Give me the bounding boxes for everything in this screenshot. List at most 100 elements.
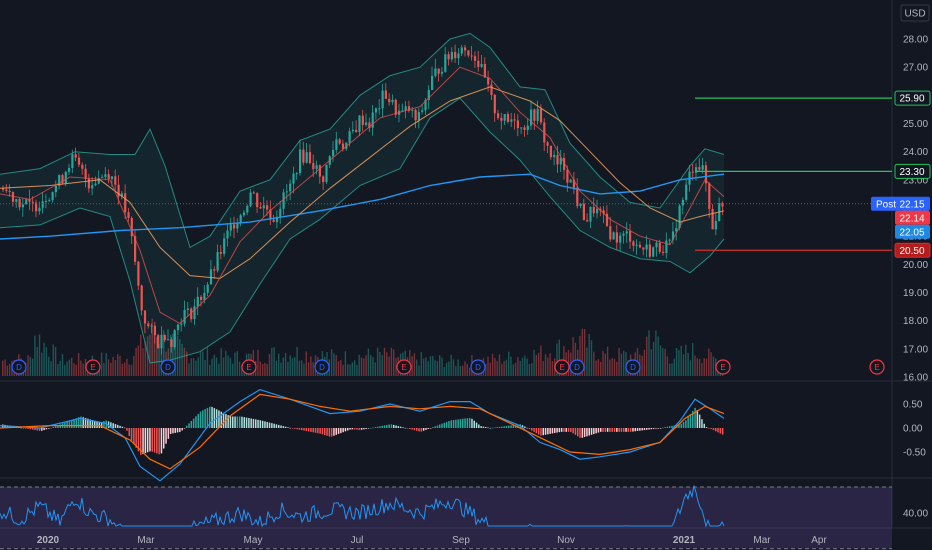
candle[interactable]	[642, 247, 645, 256]
candle[interactable]	[407, 100, 411, 113]
candle[interactable]	[609, 217, 612, 242]
candle[interactable]	[279, 201, 282, 224]
candle[interactable]	[464, 44, 467, 57]
candle[interactable]	[440, 67, 444, 77]
candle[interactable]	[114, 169, 117, 193]
candle[interactable]	[516, 114, 519, 137]
candle[interactable]	[77, 153, 81, 168]
candle[interactable]	[101, 174, 104, 178]
candle[interactable]	[44, 194, 48, 209]
candle[interactable]	[318, 164, 321, 184]
candle[interactable]	[229, 217, 232, 237]
candle[interactable]	[275, 210, 279, 229]
candle[interactable]	[711, 204, 714, 230]
candle[interactable]	[553, 150, 556, 166]
candle[interactable]	[368, 117, 371, 132]
dividend-marker[interactable]: D	[569, 359, 585, 375]
candle[interactable]	[31, 196, 34, 212]
candle[interactable]	[302, 141, 305, 166]
candle[interactable]	[708, 182, 711, 218]
candle[interactable]	[384, 83, 387, 100]
candle[interactable]	[721, 201, 724, 215]
candle[interactable]	[365, 113, 368, 127]
candle[interactable]	[490, 81, 493, 101]
candle[interactable]	[612, 231, 615, 240]
candle[interactable]	[655, 240, 658, 257]
candle[interactable]	[173, 329, 176, 350]
candle[interactable]	[322, 175, 325, 191]
candle[interactable]	[150, 323, 153, 334]
candle[interactable]	[520, 127, 523, 134]
dividend-marker[interactable]: D	[160, 359, 176, 375]
candle[interactable]	[530, 100, 533, 130]
rsi-panel[interactable]: 40.00	[0, 485, 928, 550]
candle[interactable]	[563, 152, 566, 180]
candle[interactable]	[196, 287, 199, 316]
candle[interactable]	[361, 109, 364, 132]
candle[interactable]	[371, 104, 374, 136]
candle[interactable]	[622, 230, 625, 244]
earnings-marker[interactable]: E	[241, 359, 257, 375]
candle[interactable]	[15, 198, 18, 208]
candle[interactable]	[546, 141, 549, 154]
time-axis[interactable]: 2020 Mar May Jul Sep Nov 2021 Mar Apr	[37, 535, 828, 546]
candle[interactable]	[401, 103, 404, 113]
candle[interactable]	[335, 131, 338, 154]
candle[interactable]	[467, 50, 470, 58]
candle[interactable]	[176, 323, 180, 336]
candle[interactable]	[444, 46, 447, 73]
candle[interactable]	[239, 213, 242, 227]
candle[interactable]	[358, 114, 361, 137]
earnings-marker[interactable]: E	[869, 359, 885, 375]
candle[interactable]	[186, 301, 189, 317]
candle[interactable]	[282, 188, 285, 216]
candle[interactable]	[104, 167, 107, 181]
candle[interactable]	[417, 107, 420, 129]
candle[interactable]	[97, 170, 100, 185]
candle[interactable]	[183, 300, 186, 327]
candle[interactable]	[388, 93, 391, 106]
candle[interactable]	[414, 108, 417, 128]
candle[interactable]	[685, 178, 688, 203]
candle[interactable]	[252, 190, 255, 194]
candle[interactable]	[295, 172, 298, 180]
candle[interactable]	[246, 204, 249, 216]
earnings-marker[interactable]: E	[85, 359, 101, 375]
candle[interactable]	[170, 337, 173, 353]
candle[interactable]	[48, 197, 51, 203]
candle[interactable]	[678, 204, 681, 231]
candle[interactable]	[526, 118, 529, 135]
candle[interactable]	[28, 189, 31, 211]
candle[interactable]	[190, 307, 193, 323]
candle[interactable]	[8, 184, 11, 197]
candle[interactable]	[213, 266, 216, 279]
candle[interactable]	[487, 70, 490, 92]
candle[interactable]	[635, 239, 638, 255]
candle[interactable]	[391, 94, 394, 106]
candle[interactable]	[236, 218, 239, 233]
candle[interactable]	[289, 179, 292, 201]
candle[interactable]	[533, 108, 536, 130]
candle[interactable]	[447, 51, 450, 66]
candle[interactable]	[592, 197, 595, 217]
candle[interactable]	[648, 239, 651, 259]
horizontal-levels[interactable]	[695, 97, 892, 251]
candle[interactable]	[242, 210, 246, 217]
candle[interactable]	[559, 150, 562, 173]
candle[interactable]	[681, 197, 684, 215]
earnings-marker[interactable]: E	[554, 359, 570, 375]
candle[interactable]	[477, 51, 480, 72]
candle[interactable]	[305, 143, 308, 164]
candle[interactable]	[167, 329, 170, 341]
candle[interactable]	[500, 112, 503, 130]
candle[interactable]	[434, 58, 437, 78]
candle[interactable]	[589, 206, 592, 229]
candle[interactable]	[209, 259, 213, 285]
candle[interactable]	[157, 333, 160, 349]
candle[interactable]	[638, 241, 642, 249]
candle[interactable]	[137, 260, 140, 290]
candle[interactable]	[140, 284, 143, 316]
candle[interactable]	[58, 174, 61, 190]
